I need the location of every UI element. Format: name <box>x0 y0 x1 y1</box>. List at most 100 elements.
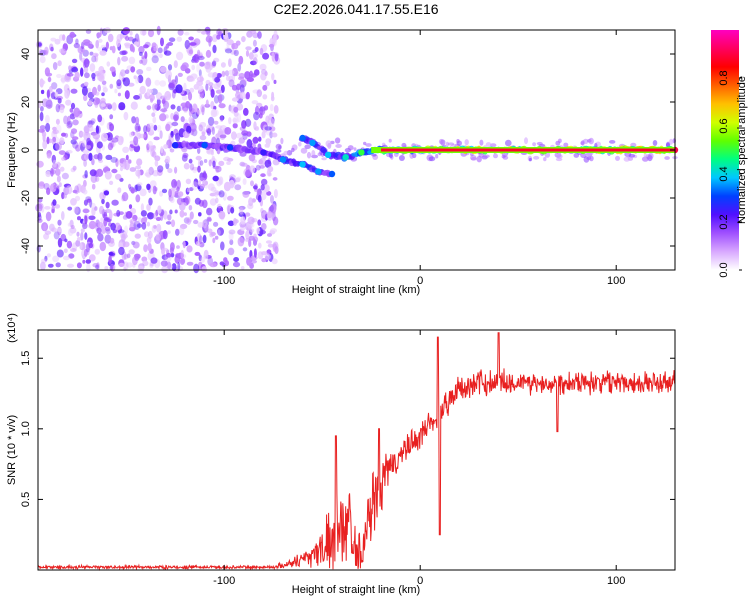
spectrogram-noise-mark <box>271 52 275 62</box>
spectrogram-noise-mark <box>99 50 107 56</box>
spectrogram-noise-mark <box>205 79 211 85</box>
spectrogram-noise-mark <box>177 72 183 77</box>
spectrogram-noise-mark <box>171 121 179 127</box>
spectrogram-noise-mark <box>347 145 354 151</box>
spectrogram-noise-mark <box>273 188 278 199</box>
spectrogram-noise-mark <box>176 51 184 61</box>
spectrogram-noise-mark <box>39 125 46 130</box>
spectrogram-noise-mark <box>99 27 103 35</box>
spectrogram-panel: -100 0 100 -40 -20 0 20 40 Height of straight l… <box>6 25 679 296</box>
spectrogram-noise-mark <box>61 211 65 221</box>
spectrogram-noise-mark <box>311 150 316 157</box>
spectrogram-noise-mark <box>215 89 223 94</box>
spectrogram-noise-mark <box>109 114 114 120</box>
spectrogram-noise-mark <box>67 223 71 227</box>
spectrogram-noise-mark <box>152 52 160 58</box>
spectrogram-noise-mark <box>249 228 255 233</box>
spectrogram-noise-mark <box>215 165 222 173</box>
spectrogram-noise-mark <box>162 151 166 156</box>
spectrogram-noise-mark <box>141 222 147 230</box>
spectrogram-noise-mark <box>176 179 181 190</box>
spectrogram-noise-mark <box>46 89 50 99</box>
spectrogram-noise-mark <box>270 203 277 214</box>
spectrogram-noise-mark <box>167 64 173 71</box>
spectrogram-noise-mark <box>269 131 273 139</box>
spectrogram-noise-mark <box>98 159 103 164</box>
spectrogram-noise-mark <box>609 140 616 144</box>
spectrogram-noise-mark <box>260 184 265 191</box>
spectrogram-noise-mark <box>53 184 60 190</box>
spectrogram-noise-mark <box>271 212 276 222</box>
spectrogram-noise-mark <box>258 136 262 142</box>
spectrogram-signal-point <box>201 142 208 149</box>
spectrogram-noise-mark <box>57 237 63 248</box>
spectrogram-marks <box>35 25 679 274</box>
spectrogram-noise-mark <box>235 132 243 139</box>
spectrogram-noise-mark <box>272 159 280 166</box>
spectrogram-noise-mark <box>137 132 142 140</box>
spectrogram-noise-mark <box>253 248 257 258</box>
spectrogram-noise-mark <box>253 69 260 76</box>
spectrogram-noise-mark <box>111 137 119 143</box>
spectrogram-noise-mark <box>182 240 186 249</box>
spectrogram-noise-mark <box>154 79 160 86</box>
spectrogram-noise-mark <box>144 51 148 59</box>
spectrogram-noise-mark <box>88 120 95 126</box>
spectrogram-noise-mark <box>159 66 167 73</box>
spectrogram-noise-mark <box>39 111 44 122</box>
spectrogram-noise-mark <box>259 47 264 56</box>
spectrogram-noise-mark <box>88 215 96 221</box>
spectrogram-noise-mark <box>231 42 239 50</box>
spectrogram-noise-mark <box>183 212 187 217</box>
spectrogram-xtick-label: -100 <box>213 275 235 287</box>
spectrogram-ytick-label: 40 <box>20 48 32 60</box>
spectrogram-noise-mark <box>39 80 46 85</box>
spectrogram-noise-mark <box>208 159 212 167</box>
spectrogram-noise-mark <box>191 64 196 71</box>
spectrogram-noise-mark <box>211 126 215 135</box>
spectrogram-noise-mark <box>180 249 184 259</box>
spectrogram-noise-mark <box>218 94 223 104</box>
spectrogram-noise-mark <box>191 181 198 191</box>
spectrogram-noise-mark <box>70 88 78 94</box>
spectrogram-noise-mark <box>171 263 177 272</box>
spectrogram-noise-mark <box>265 240 273 244</box>
spectrogram-noise-mark <box>232 118 238 123</box>
spectrogram-noise-mark <box>143 132 148 141</box>
spectrogram-noise-mark <box>146 66 152 72</box>
spectrogram-noise-mark <box>80 228 85 233</box>
spectrogram-noise-mark <box>255 126 259 130</box>
spectrogram-noise-mark <box>81 86 88 96</box>
spectrogram-noise-mark <box>96 262 100 270</box>
spectrogram-noise-mark <box>147 122 155 129</box>
spectrogram-noise-mark <box>160 146 164 154</box>
spectrogram-noise-mark <box>628 153 636 158</box>
spectrogram-noise-mark <box>119 50 127 56</box>
spectrogram-noise-mark <box>159 113 167 122</box>
spectrogram-noise-mark <box>214 235 219 240</box>
spectrogram-noise-mark <box>71 58 78 64</box>
spectrogram-noise-mark <box>199 183 205 189</box>
spectrogram-noise-mark <box>84 144 91 150</box>
spectrogram-noise-mark <box>136 158 143 166</box>
spectrogram-noise-mark <box>46 98 53 108</box>
snr-line <box>37 332 676 571</box>
spectrogram-noise-mark <box>227 195 234 201</box>
spectrogram-noise-mark <box>51 82 58 90</box>
spectrogram-noise-mark <box>109 66 116 72</box>
spectrogram-noise-mark <box>150 145 157 152</box>
spectrogram-noise-mark <box>44 206 51 210</box>
spectrogram-noise-mark <box>101 132 108 142</box>
spectrogram-ytick-label: 20 <box>20 96 32 108</box>
spectrogram-noise-mark <box>211 60 217 67</box>
spectrogram-noise-mark <box>194 251 201 256</box>
spectrogram-noise-mark <box>101 80 107 86</box>
spectrogram-noise-mark <box>186 188 190 193</box>
spectrogram-noise-mark <box>224 70 230 77</box>
snr-panel: -100 0 100 0.5 1.0 1.5 Height of straight lin… <box>6 313 676 596</box>
spectrogram-noise-mark <box>238 72 245 79</box>
spectrogram-noise-mark <box>58 182 62 188</box>
spectrogram-noise-mark <box>94 206 98 211</box>
spectrogram-noise-mark <box>139 188 147 197</box>
spectrogram-noise-mark <box>456 139 460 144</box>
